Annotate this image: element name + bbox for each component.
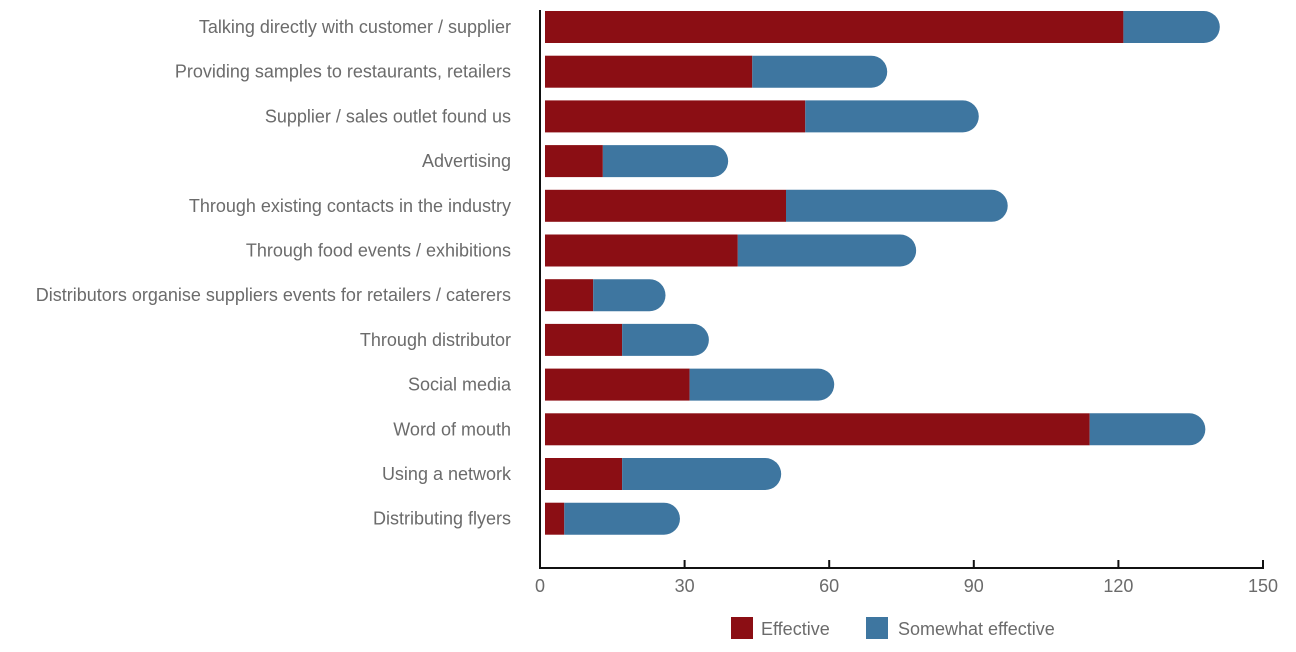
legend: Effective Somewhat effective	[731, 617, 1055, 639]
bar-somewhat-effective-2	[805, 100, 979, 133]
bar-somewhat-effective-5	[737, 234, 917, 267]
bar-somewhat-effective-0	[1123, 11, 1220, 43]
bar-effective-11	[545, 502, 565, 535]
category-label-8: Social media	[408, 375, 512, 395]
bar-effective-2	[545, 100, 806, 133]
x-tick-label-0: 0	[535, 576, 545, 596]
bar-somewhat-effective-8	[689, 368, 835, 401]
bar-somewhat-effective-10	[622, 458, 782, 490]
bar-effective-8	[545, 368, 690, 401]
category-label-3: Advertising	[422, 151, 511, 171]
bar-effective-1	[545, 55, 753, 88]
category-label-1: Providing samples to restaurants, retail…	[175, 62, 511, 82]
category-label-7: Through distributor	[360, 330, 511, 350]
bar-effective-3	[545, 145, 603, 178]
bar-somewhat-effective-11	[564, 502, 680, 535]
x-tick-label-1: 30	[675, 576, 695, 596]
category-label-4: Through existing contacts in the industr…	[189, 196, 511, 216]
legend-label-0: Effective	[761, 619, 830, 639]
bar-somewhat-effective-6	[593, 279, 666, 312]
x-tick-label-4: 120	[1103, 576, 1133, 596]
bar-effective-0	[545, 11, 1124, 43]
bar-effective-9	[545, 413, 1090, 446]
x-tick-label-2: 60	[819, 576, 839, 596]
bar-effective-7	[545, 323, 623, 356]
legend-swatch-0	[731, 617, 753, 639]
category-label-9: Word of mouth	[393, 419, 511, 439]
category-label-2: Supplier / sales outlet found us	[265, 106, 511, 126]
bar-effective-6	[545, 279, 594, 312]
bar-somewhat-effective-1	[752, 55, 888, 88]
x-tick-label-3: 90	[964, 576, 984, 596]
category-label-10: Using a network	[382, 464, 512, 484]
category-label-0: Talking directly with customer / supplie…	[199, 17, 511, 37]
x-tick-label-5: 150	[1248, 576, 1278, 596]
bar-effective-10	[545, 458, 623, 490]
bars-group	[545, 11, 1220, 535]
bar-somewhat-effective-3	[602, 145, 729, 178]
legend-swatch-1	[866, 617, 888, 639]
category-label-5: Through food events / exhibitions	[246, 241, 511, 261]
bar-effective-4	[545, 189, 786, 222]
x-axis-ticks: 0 30 60 90 120 150	[535, 560, 1278, 596]
category-labels: Talking directly with customer / supplie…	[36, 17, 512, 529]
bar-effective-5	[545, 234, 738, 267]
category-label-6: Distributors organise suppliers events f…	[36, 285, 511, 305]
bar-somewhat-effective-9	[1089, 413, 1206, 446]
category-label-11: Distributing flyers	[373, 509, 511, 529]
bar-somewhat-effective-7	[622, 323, 709, 356]
bar-somewhat-effective-4	[786, 189, 1008, 222]
legend-label-1: Somewhat effective	[898, 619, 1055, 639]
